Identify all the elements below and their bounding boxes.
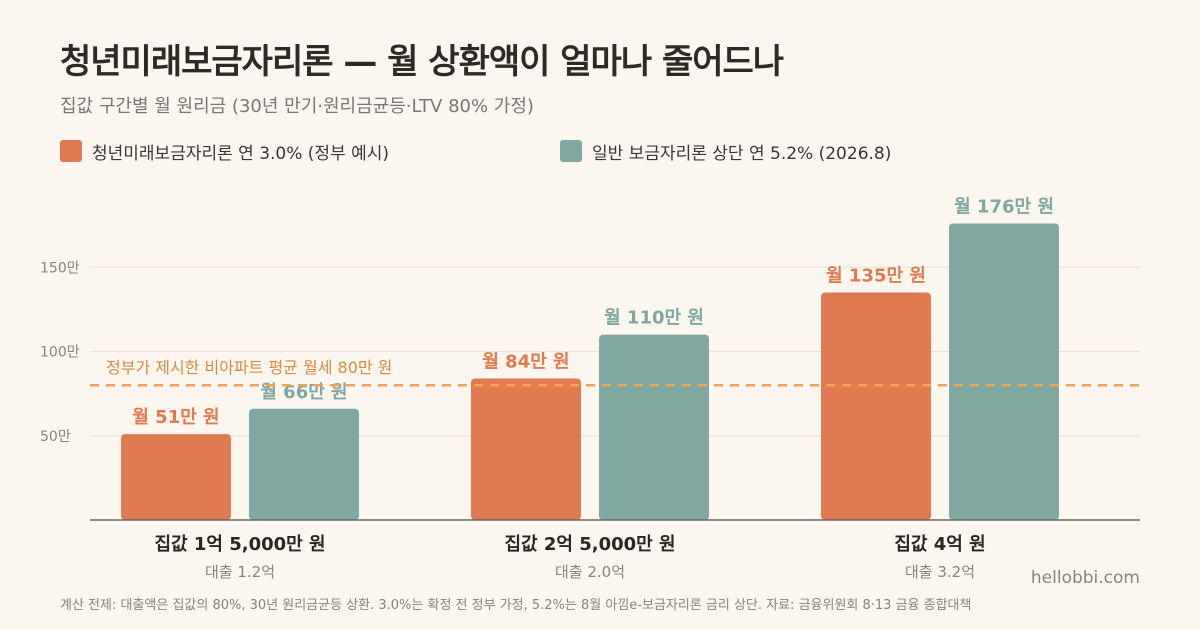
bar xyxy=(821,292,931,520)
x-category-sublabel: 대출 2.0억 xyxy=(555,563,625,581)
page-subtitle: 집값 구간별 월 원리금 (30년 만기·원리금균등·LTV 80% 가정) xyxy=(60,96,534,117)
bar-value-label: 월 110만 원 xyxy=(604,308,704,329)
x-category-label: 집값 2억 5,000만 원 xyxy=(504,534,675,555)
x-category-label: 집값 4억 원 xyxy=(894,534,985,555)
page-title: 청년미래보금자리론 — 월 상환액이 얼마나 줄어드나 xyxy=(60,42,784,82)
y-tick-label: 100만 xyxy=(40,345,80,361)
legend-label-youth-loan: 청년미래보금자리론 연 3.0% (정부 예시) xyxy=(92,143,390,164)
bar-value-label: 월 84만 원 xyxy=(482,351,569,372)
x-category-sublabel: 대출 1.2억 xyxy=(205,563,275,581)
bar xyxy=(599,334,709,520)
bar-value-label: 월 135만 원 xyxy=(826,266,926,287)
legend-item-general-loan: 일반 보금자리론 상단 연 5.2% (2026.8) xyxy=(560,139,892,164)
legend-item-youth-loan: 청년미래보금자리론 연 3.0% (정부 예시) xyxy=(60,139,390,164)
x-category-sublabel: 대출 3.2억 xyxy=(905,563,975,581)
legend-swatch-youth-loan xyxy=(60,140,82,162)
bar-value-label: 월 66만 원 xyxy=(260,382,347,403)
bar xyxy=(249,408,359,520)
bar xyxy=(121,434,231,520)
reference-line-label: 정부가 제시한 비아파트 평균 월세 80만 원 xyxy=(106,358,392,377)
bar xyxy=(949,223,1059,520)
brand-watermark: hellobbi.com xyxy=(1030,568,1140,588)
y-tick-label: 50만 xyxy=(40,429,71,445)
y-tick-label: 150만 xyxy=(40,260,80,276)
footer-note: 계산 전제: 대출액은 집값의 80%, 30년 원리금균등 상환. 3.0%는… xyxy=(60,598,972,613)
bar-value-label: 월 176만 원 xyxy=(954,196,1054,217)
legend-swatch-general-loan xyxy=(560,140,582,162)
bar-value-label: 월 51만 원 xyxy=(132,407,219,428)
legend-label-general-loan: 일반 보금자리론 상단 연 5.2% (2026.8) xyxy=(592,143,892,164)
x-category-label: 집값 1억 5,000만 원 xyxy=(154,534,325,555)
bar xyxy=(471,378,581,520)
